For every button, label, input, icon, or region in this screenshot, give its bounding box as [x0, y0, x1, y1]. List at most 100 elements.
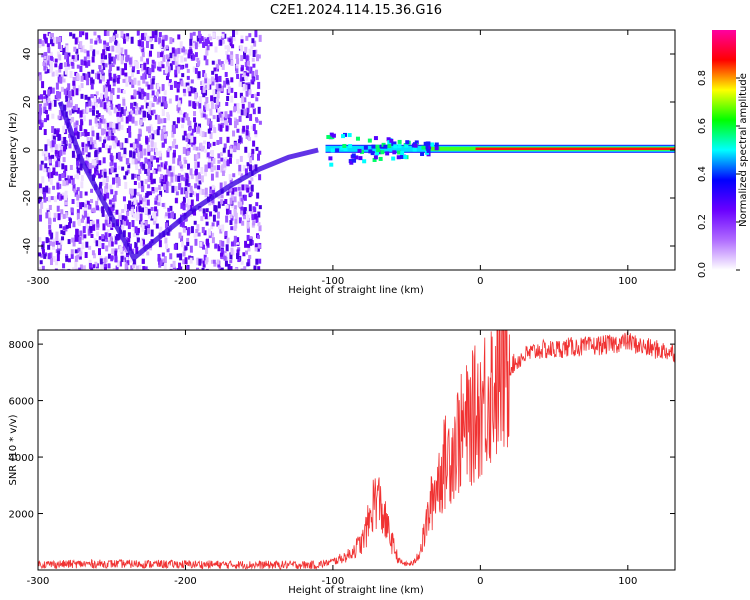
spectrogram-cell: [187, 205, 191, 211]
spectrogram-cell: [205, 257, 209, 263]
spectrogram-cell: [39, 74, 43, 81]
spectrogram-cell: [47, 47, 51, 54]
spectrogram-cell: [159, 52, 163, 58]
spectrogram-cell: [56, 129, 60, 137]
spectrogram-cell: [161, 142, 165, 148]
spectrogram-cell: [144, 157, 148, 164]
spectrogram-cell: [240, 55, 244, 62]
spectrogram-cell: [220, 85, 224, 92]
spectrogram-cell: [253, 265, 257, 270]
spectrogram-cell: [93, 140, 97, 145]
spectrogram-cell: [131, 68, 135, 73]
spectrogram-cell: [91, 79, 95, 84]
carrier-speckle: [378, 156, 383, 161]
spectrogram-cell: [54, 63, 58, 68]
spectrogram-cell: [123, 154, 127, 159]
carrier-speckle: [389, 138, 394, 143]
spectrogram-cell: [158, 37, 162, 45]
spectrogram-cell: [63, 136, 67, 144]
spectrogram-cell: [104, 63, 108, 68]
spectrogram-cell: [204, 114, 208, 120]
spectrogram-cell: [242, 72, 246, 78]
spectrogram-cell: [241, 220, 245, 226]
spectrogram-cell: [41, 81, 45, 89]
spectrogram-cell: [102, 223, 106, 231]
spectrogram-cell: [183, 177, 187, 182]
spectrogram-cell: [248, 48, 252, 56]
spectrogram-cell: [64, 201, 68, 206]
spectrogram-cell: [92, 264, 96, 269]
spectrogram-cell: [147, 168, 151, 176]
spectrogram-cell: [187, 133, 191, 140]
spectrogram-cell: [135, 61, 139, 69]
spectrogram-cell: [104, 144, 108, 151]
spectrogram-cell: [246, 234, 250, 241]
spectrogram-cell: [141, 52, 145, 58]
spectrogram-cell: [134, 110, 138, 116]
carrier-speckle: [341, 134, 346, 139]
spectrogram-cell: [212, 89, 216, 97]
spectrogram-cell: [240, 39, 244, 44]
spectrogram-cell: [114, 256, 118, 263]
spectrogram-cell: [166, 248, 170, 253]
carrier-speckle: [340, 145, 345, 150]
bottom-y-tick-label: 4000: [9, 453, 34, 464]
spectrogram-cell: [212, 214, 216, 222]
spectrogram-cell: [103, 193, 107, 201]
spectrogram-cell: [152, 212, 156, 219]
spectrogram-cell: [248, 254, 252, 259]
spectrogram-cell: [80, 46, 84, 53]
spectrogram-cell: [116, 117, 120, 123]
top-x-axis-label: Height of straight line (km): [288, 285, 424, 296]
spectrogram-cell: [124, 63, 128, 71]
spectrogram-cell: [159, 260, 163, 266]
carrier-speckle: [387, 140, 392, 145]
spectrogram-cell: [71, 177, 75, 185]
spectrogram-cell: [220, 199, 224, 205]
spectrogram-cell: [206, 83, 210, 90]
spectrogram-cell: [173, 80, 177, 88]
spectrogram-cell: [76, 187, 80, 192]
spectrogram-cell: [206, 238, 210, 246]
spectrogram-features: [57, 101, 675, 262]
spectrogram-cell: [133, 77, 137, 85]
spectrogram-cell: [147, 84, 151, 90]
spectrogram-cell: [211, 222, 215, 227]
spectrogram-cell: [58, 183, 62, 189]
spectrogram-cell: [87, 228, 91, 236]
spectrogram-cell: [172, 127, 176, 134]
spectrogram-cell: [158, 66, 162, 72]
spectrogram-cell: [65, 224, 69, 229]
spectrogram-cell: [129, 255, 133, 263]
spectrogram-cell: [126, 33, 130, 40]
spectrogram-cell: [70, 253, 74, 259]
spectrogram-cell: [237, 186, 241, 191]
spectrogram-cell: [90, 102, 94, 109]
spectrogram-cell: [46, 138, 50, 146]
spectrogram-cell: [60, 209, 64, 215]
spectrogram-cell: [216, 220, 220, 227]
spectrogram-cell: [117, 43, 121, 51]
spectrogram-cell: [225, 120, 229, 126]
spectrogram-cell: [45, 94, 49, 99]
spectrogram-cell: [219, 137, 223, 145]
spectrogram-cell: [146, 199, 150, 206]
carrier-speckle: [329, 162, 334, 167]
spectrogram-cell: [102, 62, 106, 70]
spectrogram-cell: [106, 46, 110, 51]
spectrogram-cell: [142, 76, 146, 84]
spectrogram-cell: [75, 268, 79, 270]
spectrogram-cell: [99, 207, 103, 212]
spectrogram-cell: [151, 189, 155, 194]
spectrogram-cell: [163, 184, 167, 191]
spectrogram-cell: [98, 67, 102, 73]
spectrogram-cell: [227, 188, 231, 193]
spectrogram-cell: [204, 148, 208, 153]
spectrogram-cell: [158, 32, 162, 38]
spectrogram-cell: [243, 97, 247, 103]
spectrogram-cell: [234, 221, 238, 229]
spectrogram-cell: [102, 94, 106, 102]
spectrogram-cell: [117, 151, 121, 159]
spectrogram-cell: [111, 135, 115, 141]
carrier-line: [475, 147, 675, 150]
